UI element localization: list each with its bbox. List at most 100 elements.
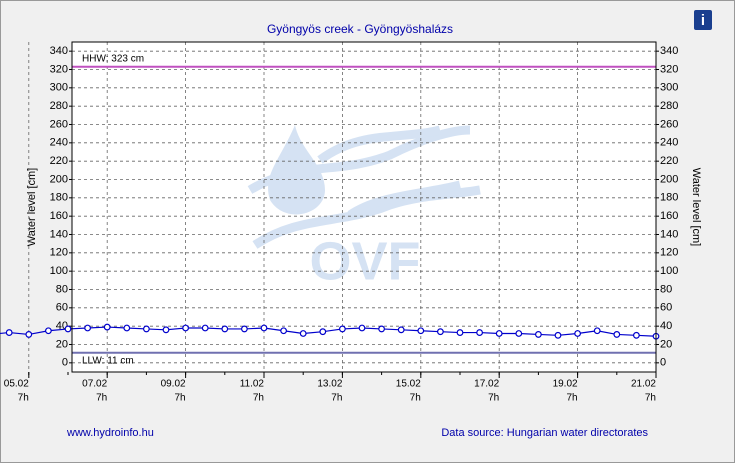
data-point (103, 323, 111, 331)
y2-tick-label: 200 (660, 173, 678, 185)
reference-label: HHW: 323 cm (82, 53, 144, 64)
data-point (162, 326, 170, 334)
plot-area (72, 42, 656, 372)
y-tick-label: 160 (50, 210, 68, 222)
data-point (554, 331, 562, 339)
x-tick-label: 09.02 (161, 379, 186, 390)
data-point (633, 331, 640, 339)
data-point (84, 324, 91, 332)
y2-tick-label: 20 (660, 338, 672, 350)
data-point (123, 324, 131, 332)
x-tick-label: 11.02 (240, 379, 265, 390)
data-point (339, 325, 346, 333)
data-point (593, 327, 601, 335)
y2-tick-label: 40 (660, 320, 672, 332)
x-tick-label: 13.02 (317, 379, 342, 390)
watermark-logo: OVF (247, 125, 481, 291)
y-tick-label: 340 (50, 45, 68, 57)
data-point (319, 328, 327, 336)
data-point (201, 324, 209, 332)
x-tick-label: 7h (488, 393, 499, 404)
y-axis-label: Water level [cm] (26, 168, 38, 246)
x-tick-label: 19.02 (553, 379, 578, 390)
y-tick-label: 120 (50, 247, 68, 259)
y-tick-label: 180 (50, 192, 68, 204)
y-tick-label: 300 (50, 82, 68, 94)
chart-title: Gyöngyös creek - Gyöngyöshalázs (267, 22, 453, 36)
data-point (515, 330, 523, 337)
data-point (358, 324, 366, 332)
x-tick-label: 7h (410, 393, 421, 404)
y2-tick-label: 160 (660, 210, 678, 222)
data-point (397, 326, 405, 334)
y2-axis-label: Water level [cm] (690, 168, 702, 246)
y2-tick-label: 260 (660, 118, 678, 130)
y-tick-label: 20 (56, 338, 68, 350)
x-tick-label: 7h (566, 393, 577, 404)
x-tick-label: 07.02 (82, 379, 107, 390)
y2-tick-label: 240 (660, 137, 678, 149)
data-point (240, 325, 248, 333)
data-point (535, 331, 542, 338)
x-tick-label: 7h (331, 393, 342, 404)
reference-label: LLW: 11 cm (82, 355, 134, 366)
y2-tick-label: 100 (660, 265, 678, 277)
y-tick-label: 60 (56, 302, 68, 314)
data-point (221, 325, 229, 333)
watermark-text: OVF (309, 231, 420, 291)
y2-tick-label: 0 (660, 357, 666, 369)
info-icon[interactable] (694, 10, 712, 30)
data-point (5, 329, 13, 336)
y2-tick-label: 300 (660, 82, 678, 94)
data-point (299, 330, 307, 337)
data-point (476, 329, 484, 336)
y2-tick-label: 340 (660, 45, 678, 57)
y-tick-label: 260 (50, 118, 68, 130)
y-tick-label: 200 (50, 173, 68, 185)
y2-tick-label: 60 (660, 302, 672, 314)
y-tick-label: 220 (50, 155, 68, 167)
data-point (613, 331, 621, 338)
data-point (45, 327, 52, 335)
data-point (437, 328, 444, 336)
y2-tick-label: 180 (660, 192, 678, 204)
data-point (25, 331, 33, 338)
y2-tick-label: 140 (660, 228, 678, 240)
x-tick-label: 17.02 (474, 379, 499, 390)
data-point (64, 325, 72, 333)
y2-tick-label: 120 (660, 247, 678, 259)
y-tick-label: 0 (62, 357, 68, 369)
x-tick-label: 7h (174, 393, 185, 404)
y-tick-label: 80 (56, 283, 68, 295)
y-tick-label: 100 (50, 265, 68, 277)
x-tick-label: 15.02 (396, 379, 421, 390)
y-tick-label: 280 (50, 100, 68, 112)
data-point (182, 324, 190, 332)
x-tick-label: 7h (253, 393, 264, 404)
data-point (574, 330, 581, 337)
y-tick-label: 140 (50, 228, 68, 240)
x-tick-label: 7h (96, 393, 107, 404)
y2-tick-label: 320 (660, 63, 678, 75)
y2-tick-label: 280 (660, 100, 678, 112)
footer-source: Data source: Hungarian water directorate… (441, 427, 648, 439)
x-tick-label: 05.02 (4, 379, 29, 390)
data-point (495, 330, 503, 337)
x-tick-label: 7h (18, 393, 29, 404)
y-tick-label: 320 (50, 63, 68, 75)
data-point (142, 325, 150, 333)
data-point (260, 324, 268, 332)
data-point (378, 325, 386, 333)
y2-tick-label: 80 (660, 283, 672, 295)
info-icon-text[interactable]: i (701, 12, 705, 29)
data-point (456, 329, 464, 336)
data-point (280, 327, 288, 335)
x-tick-label: 21.02 (631, 379, 656, 390)
y2-tick-label: 220 (660, 155, 678, 167)
footer-link[interactable]: www.hydroinfo.hu (66, 427, 154, 439)
series-line (0, 326, 657, 337)
y-tick-label: 240 (50, 137, 68, 149)
data-point (417, 327, 425, 335)
x-tick-label: 7h (645, 393, 656, 404)
